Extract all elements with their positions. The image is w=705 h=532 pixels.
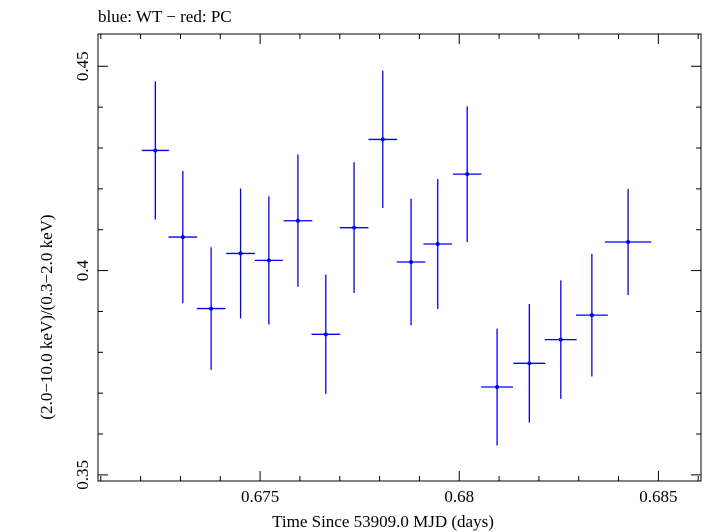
data-points (141, 70, 652, 446)
data-point (396, 198, 426, 326)
x-axis-label: Time Since 53909.0 MJD (days) (272, 512, 494, 531)
data-point (283, 154, 313, 287)
x-tick-label: 0.675 (241, 487, 279, 506)
data-point (168, 170, 198, 304)
data-marker (209, 306, 214, 311)
data-point (141, 81, 169, 220)
data-marker (626, 239, 631, 244)
data-point (575, 253, 608, 377)
axis-ticks (98, 34, 701, 481)
data-point (311, 274, 341, 394)
data-marker (266, 258, 271, 263)
data-point (605, 188, 652, 296)
data-point (452, 106, 482, 242)
data-marker (295, 218, 300, 223)
data-point (339, 162, 369, 294)
data-marker (465, 172, 470, 177)
data-marker (352, 225, 357, 230)
data-marker (527, 361, 532, 366)
data-marker (589, 313, 594, 318)
data-marker (558, 337, 563, 342)
data-point (544, 280, 577, 399)
data-point (513, 304, 546, 423)
data-point (196, 247, 226, 370)
y-tick-label: 0.45 (73, 51, 92, 81)
y-axis-label: (2.0−10.0 keV)/(0.3−2.0 keV) (37, 214, 56, 419)
data-marker (495, 385, 500, 390)
x-tick-label: 0.685 (639, 487, 677, 506)
data-marker (380, 137, 385, 142)
plot-frame (97, 33, 702, 482)
data-point (423, 179, 453, 309)
data-marker (409, 259, 414, 264)
y-tick-label: 0.4 (73, 259, 92, 281)
y-tick-label: 0.35 (73, 460, 92, 490)
data-point (481, 328, 514, 446)
data-point (368, 70, 398, 209)
chart-title: blue: WT − red: PC (98, 7, 232, 26)
tick-labels: 0.675 0.68 0.685 0.35 0.4 0.45 (73, 51, 678, 506)
data-point (254, 196, 283, 325)
x-tick-label: 0.68 (444, 487, 474, 506)
data-marker (435, 242, 440, 247)
data-marker (323, 332, 328, 337)
data-marker (238, 251, 243, 256)
data-marker (153, 148, 158, 153)
data-marker (180, 235, 185, 240)
data-point (226, 188, 255, 319)
